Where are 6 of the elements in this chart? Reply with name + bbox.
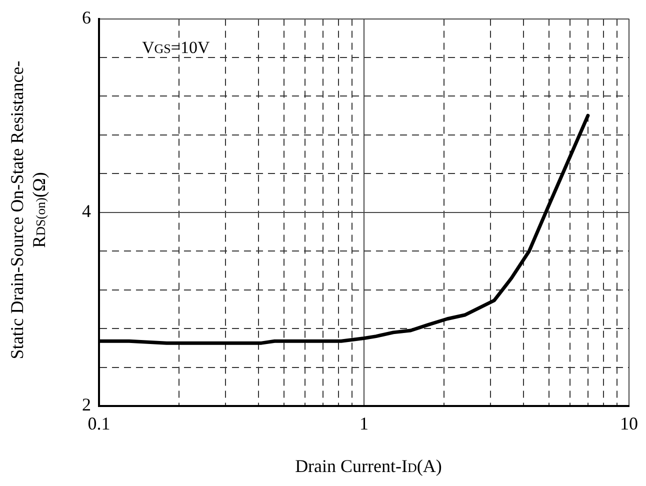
y-tick-label: 6 — [82, 8, 91, 28]
x-tick-label: 1 — [360, 414, 368, 434]
y-tick-label: 4 — [82, 201, 91, 222]
y-tick-label: 2 — [82, 394, 91, 415]
x-tick-label: 0.1 — [88, 414, 110, 434]
x-tick-label: 10 — [620, 414, 638, 434]
